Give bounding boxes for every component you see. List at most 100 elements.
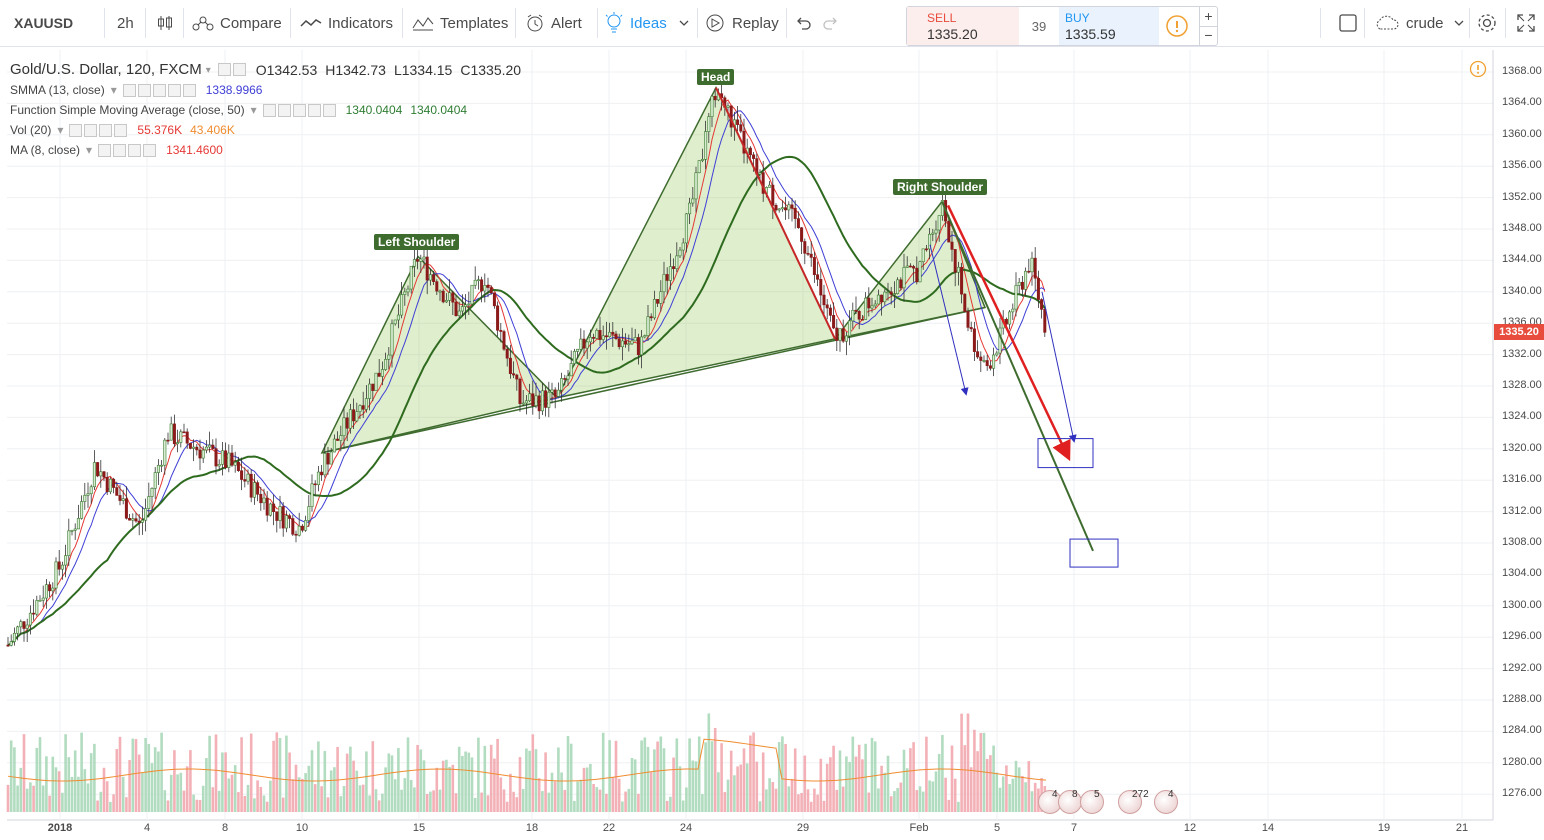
candle: [704, 131, 708, 160]
volume-bar: [240, 737, 243, 812]
gear-icon[interactable]: [137, 83, 151, 97]
candle: [486, 285, 490, 288]
buy-button[interactable]: BUY 1335.59: [1059, 7, 1159, 45]
right-shoulder-label[interactable]: Right Shoulder: [893, 179, 987, 195]
candle: [249, 473, 253, 498]
candle: [995, 352, 999, 356]
volume-bar: [688, 738, 691, 812]
gear-icon[interactable]: [84, 123, 98, 137]
warning-icon[interactable]: [1469, 60, 1487, 83]
candle: [454, 301, 458, 316]
event-flag-icon[interactable]: [1058, 790, 1082, 814]
source-code-icon[interactable]: [152, 83, 166, 97]
indicators-button[interactable]: Indicators: [300, 0, 393, 46]
close-icon[interactable]: [143, 143, 157, 157]
more-icon[interactable]: [307, 103, 321, 117]
candle: [409, 265, 413, 290]
volume-bar: [13, 747, 16, 812]
more-icon[interactable]: [99, 123, 113, 137]
fullscreen-square-button[interactable]: [1338, 0, 1364, 46]
volume-bar: [902, 749, 906, 812]
candle: [694, 172, 698, 200]
close-icon[interactable]: [182, 83, 196, 97]
gear-icon[interactable]: [232, 63, 246, 76]
eye-icon[interactable]: [98, 143, 112, 157]
quantity-decrease-button[interactable]: −: [1199, 26, 1217, 45]
ideas-button[interactable]: Ideas: [604, 0, 695, 46]
templates-button[interactable]: Templates: [412, 0, 508, 46]
volume-legend[interactable]: Vol (20) ▾ 55.376K 43.406K: [10, 123, 235, 137]
head-label[interactable]: Head: [697, 69, 735, 85]
layout-save-button[interactable]: crude: [1374, 0, 1470, 46]
undo-button[interactable]: [794, 0, 818, 46]
volume-bar: [464, 751, 467, 812]
candle-style-button[interactable]: [156, 0, 180, 46]
candle: [649, 316, 653, 319]
event-flag-icon[interactable]: [1080, 790, 1104, 814]
candle: [6, 644, 10, 647]
more-icon[interactable]: [167, 83, 181, 97]
candle: [1030, 257, 1034, 273]
interval-button[interactable]: 2h: [117, 14, 134, 32]
settings-button[interactable]: [1476, 0, 1504, 46]
fullscreen-button[interactable]: [1516, 0, 1542, 46]
price-tick-label: 1276.00: [1502, 787, 1542, 800]
volume-bar: [582, 767, 586, 812]
quantity-increase-button[interactable]: +: [1199, 7, 1217, 27]
gear-icon[interactable]: [277, 103, 291, 117]
indicators-label: Indicators: [328, 14, 394, 32]
candle: [470, 284, 474, 305]
volume-bar: [758, 801, 762, 812]
sma-legend[interactable]: Function Simple Moving Average (close, 5…: [10, 103, 468, 117]
chevron-down-icon[interactable]: ▾: [205, 64, 211, 76]
candle: [534, 395, 538, 406]
volume-bar: [877, 788, 880, 812]
volume-bar: [569, 743, 573, 812]
candle: [790, 204, 794, 209]
ma-legend[interactable]: MA (8, close) ▾ 1341.4600: [10, 143, 223, 157]
left-shoulder-label[interactable]: Left Shoulder: [374, 234, 460, 250]
volume-bar: [521, 788, 525, 812]
redo-button[interactable]: [822, 0, 846, 46]
source-code-icon[interactable]: [292, 103, 306, 117]
volume-bar: [256, 780, 259, 812]
candle: [809, 253, 813, 258]
volume-bar: [909, 748, 912, 812]
sma-value-2: 1340.0404: [410, 103, 468, 117]
price-tick-label: 1328.00: [1502, 379, 1542, 391]
symbol-search[interactable]: XAUUSD: [14, 15, 74, 31]
candle: [320, 471, 324, 476]
info-icon[interactable]: [1165, 14, 1189, 43]
main-series-legend[interactable]: Gold/U.S. Dollar, 120, FXCM ▾ O1342.53 H…: [10, 61, 521, 78]
candle: [870, 305, 874, 309]
candle: [176, 442, 180, 445]
sell-button[interactable]: SELL 1335.20: [907, 7, 1019, 45]
eye-icon[interactable]: [69, 123, 83, 137]
smma-legend[interactable]: SMMA (13, close) ▾ 1338.9966: [10, 83, 263, 97]
replay-button[interactable]: Replay: [704, 0, 779, 46]
more-icon[interactable]: [128, 143, 142, 157]
alert-button[interactable]: Alert: [525, 0, 582, 46]
compare-button[interactable]: Compare: [192, 0, 282, 46]
volume-bar: [397, 748, 400, 812]
price-tick-label: 1308.00: [1502, 536, 1542, 548]
event-flag-icon[interactable]: [1118, 790, 1142, 814]
candle: [899, 279, 903, 289]
gear-icon[interactable]: [113, 143, 127, 157]
eye-icon[interactable]: [262, 103, 276, 117]
close-icon[interactable]: [322, 103, 336, 117]
eye-icon[interactable]: [122, 83, 136, 97]
volume-bar: [320, 786, 323, 812]
event-flag-icon[interactable]: [1154, 790, 1178, 814]
candle: [201, 449, 205, 459]
chevron-down-icon[interactable]: [679, 19, 689, 27]
candle: [76, 518, 80, 530]
close-icon[interactable]: [114, 123, 128, 137]
candle: [435, 281, 439, 292]
candle: [502, 331, 506, 350]
volume-bar: [1005, 765, 1008, 812]
candle: [1017, 281, 1021, 286]
eye-icon[interactable]: [217, 63, 231, 76]
chevron-down-icon[interactable]: [1454, 19, 1464, 27]
